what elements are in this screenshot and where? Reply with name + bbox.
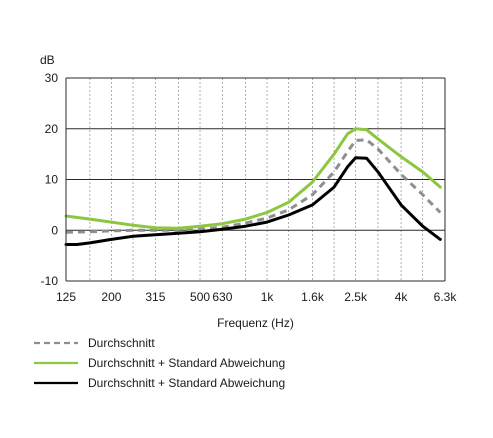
series-line-1 <box>64 127 442 230</box>
x-tick-label: 6.3k <box>434 290 458 304</box>
legend-label: Durchschnitt + Standard Abweichung <box>88 356 285 370</box>
legend-label: Durchschnitt + Standard Abweichung <box>88 376 285 390</box>
x-tick-label: 125 <box>56 290 76 304</box>
y-tick-label: -10 <box>41 274 59 288</box>
legend: Durchschnitt Durchschnitt + Standard Abwe… <box>34 336 285 390</box>
y-tick-label: 30 <box>45 71 59 85</box>
y-tick-label: 20 <box>45 122 59 136</box>
legend-label: Durchschnitt <box>88 336 155 350</box>
series-lines <box>64 127 442 246</box>
x-tick-label: 315 <box>145 290 165 304</box>
x-tick-label: 4k <box>395 290 409 304</box>
x-tick-label: 1k <box>261 290 275 304</box>
x-axis-title: Frequenz (Hz) <box>217 316 294 330</box>
y-tick-label: 0 <box>51 223 58 237</box>
grid <box>66 77 445 282</box>
x-tick-label: 500 <box>190 290 210 304</box>
series-line-0 <box>65 138 442 234</box>
x-tick-label: 1.6k <box>301 290 325 304</box>
x-tick-label: 200 <box>101 290 121 304</box>
y-axis-title: dB <box>40 53 55 67</box>
y-tick-label: 10 <box>45 173 59 187</box>
axes: -10 0 10 20 30 125 200 315 500 630 1k 1.6k 2.5k 4k 6.3… <box>41 71 458 304</box>
x-tick-label: 2.5k <box>344 290 368 304</box>
series-line-2 <box>64 156 442 246</box>
x-tick-label: 630 <box>212 290 232 304</box>
